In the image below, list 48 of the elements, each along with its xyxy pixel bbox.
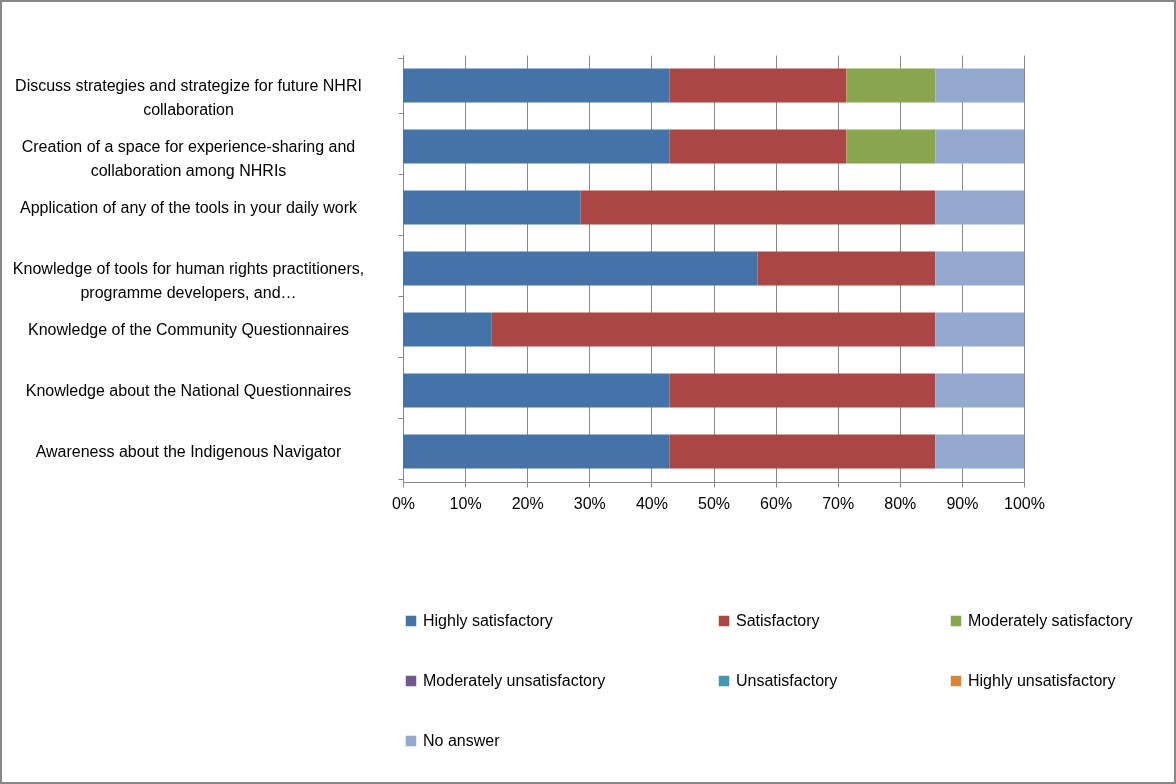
bar: [935, 434, 1024, 469]
y-tick-label: Creation of a space for experience-sharing and collaboration among NHRIs: [21, 138, 356, 179]
bar: [669, 434, 936, 469]
bar: [669, 129, 847, 164]
x-tick-label: 20%: [511, 494, 544, 512]
legend-label: Moderately unsatisfactory: [423, 672, 606, 689]
bar: [403, 312, 492, 347]
legend-label: Highly satisfactory: [423, 612, 553, 629]
bar: [491, 312, 936, 347]
y-tick-label: Discuss strategies and strategize for future NHRI collaboration: [15, 77, 362, 118]
x-tick-label: 90%: [946, 494, 979, 512]
legend-label: No answer: [423, 732, 501, 749]
bar: [403, 129, 670, 164]
bar: [669, 68, 847, 103]
bar: [935, 373, 1024, 408]
x-tick-label: 70%: [822, 494, 855, 512]
legend-label: Satisfactory: [736, 612, 820, 629]
bar: [935, 129, 1024, 164]
bar: [846, 129, 936, 164]
y-tick-label: Knowledge of tools for human rights practitioners, programme developers, and…: [12, 260, 365, 301]
y-tick-label: Awareness about the Indigenous Navigator: [35, 443, 343, 460]
bar: [757, 251, 936, 286]
bar: [935, 190, 1024, 225]
y-tick-label: Knowledge about the National Questionnaires: [25, 382, 352, 399]
legend-label: Highly unsatisfactory: [968, 672, 1116, 689]
x-tick-label: 0%: [391, 494, 416, 512]
bar: [403, 434, 670, 469]
x-tick-label: 80%: [884, 494, 917, 512]
x-tick-label: 40%: [635, 494, 668, 512]
y-tick-label: Application of any of the tools in your daily work: [19, 199, 359, 216]
bar: [669, 373, 936, 408]
bar: [403, 251, 758, 286]
y-tick-label: Knowledge of the Community Questionnaires: [27, 321, 350, 338]
legend-label: Moderately satisfactory: [968, 612, 1133, 629]
bar: [935, 251, 1024, 286]
x-tick-label: 30%: [573, 494, 606, 512]
bar: [580, 190, 936, 225]
bar: [935, 68, 1024, 103]
x-tick-label: 10%: [449, 494, 482, 512]
bar: [403, 68, 670, 103]
x-tick-label: 100%: [1004, 494, 1045, 512]
x-tick-label: 50%: [697, 494, 731, 512]
legend-label: Unsatisfactory: [736, 672, 838, 689]
bar: [935, 312, 1024, 347]
x-tick-label: 60%: [760, 494, 793, 512]
bar: [403, 190, 581, 225]
bar: [403, 373, 670, 408]
bar: [846, 68, 936, 103]
